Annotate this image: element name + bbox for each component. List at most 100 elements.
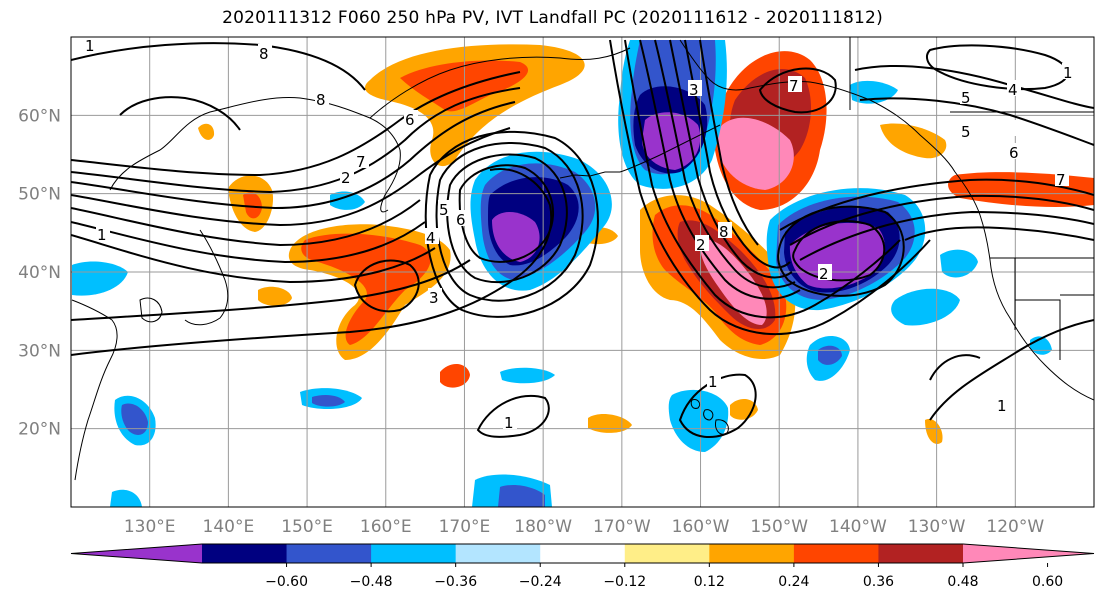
pv-contour (71, 234, 436, 284)
latitude-tick-label: 60°N (18, 106, 61, 126)
colorbar-tick-label: 0.36 (863, 574, 894, 590)
pv-contour (929, 354, 981, 381)
latitude-labels: 20°N 30°N 40°N 50°N 60°N (18, 106, 61, 439)
shade-negative-region (642, 112, 701, 170)
colorbar-outline (70, 543, 1095, 564)
colorbar-swatch (371, 544, 457, 563)
latitude-tick-label: 30°N (18, 341, 61, 361)
shade-positive-region (198, 123, 215, 140)
contour-label: 5 (961, 89, 971, 107)
shading-layer (72, 40, 1094, 507)
contour-label: 8 (259, 45, 269, 63)
shade-positive-region (258, 286, 292, 306)
longitude-tick-label: 130°W (908, 517, 966, 537)
pv-contour (435, 142, 584, 302)
pv-contour-layer (71, 39, 1094, 439)
longitude-tick-label: 160°E (360, 517, 412, 537)
coastline (703, 409, 714, 421)
coastline (369, 47, 631, 119)
colorbar-extend-max (963, 544, 1094, 563)
shade-positive-region (243, 192, 262, 219)
pv-contour (669, 39, 793, 279)
contour-label: 1 (97, 226, 107, 244)
contour-label: 4 (1008, 81, 1018, 99)
pv-contour (854, 65, 1094, 109)
shade-positive-region (440, 364, 470, 388)
political-border (1015, 299, 1061, 360)
colorbar-tick-label: 0.12 (694, 574, 725, 590)
latitude-tick-label: 50°N (18, 185, 61, 205)
coastline (679, 39, 956, 173)
pv-contour (353, 259, 420, 313)
colorbar-swatch (793, 544, 879, 563)
pv-contour (758, 67, 837, 114)
contour-label: 3 (689, 81, 699, 99)
contour-label: 7 (789, 77, 799, 95)
longitude-tick-label: 130°E (124, 517, 176, 537)
pv-contour (458, 164, 555, 263)
shade-negative-region (891, 288, 960, 326)
shade-negative-region (498, 484, 545, 507)
contour-label: 1 (1063, 64, 1073, 82)
longitude-tick-label: 150°W (750, 517, 808, 537)
contour-label: 6 (456, 211, 466, 229)
pv-contour (699, 39, 759, 246)
colorbar-tick-label: −0.48 (350, 574, 393, 590)
colorbar: −0.60 −0.48 −0.36 −0.24 −0.12 0.12 0.24 0.36 0.4… (70, 543, 1095, 590)
colorbar-swatch (202, 544, 288, 563)
longitude-tick-label: 120°W (986, 517, 1044, 537)
grid-layer (71, 37, 1094, 507)
shade-negative-region (330, 191, 365, 210)
colorbar-tick-label: 0.48 (947, 574, 978, 590)
contour-label: 8 (316, 91, 326, 109)
colorbar-tick-label: −0.12 (603, 574, 646, 590)
pv-contour (71, 71, 521, 177)
pv-contour (609, 39, 931, 336)
shade-positive-region (717, 117, 794, 190)
longitude-tick-label: 140°E (203, 517, 255, 537)
colorbar-swatch (624, 544, 710, 563)
longitude-tick-label: 140°W (829, 517, 887, 537)
contour-label: 4 (426, 229, 436, 247)
colorbar-swatch (878, 544, 964, 563)
colorbar-tick-label: 0.24 (778, 574, 809, 590)
pv-contour (859, 97, 1094, 146)
longitude-tick-label: 160°W (672, 517, 730, 537)
shade-negative-region (110, 489, 142, 507)
pv-contour (678, 373, 757, 439)
pv-contour (624, 39, 901, 319)
pv-contour (777, 205, 905, 297)
latitude-tick-label: 20°N (18, 420, 61, 440)
contour-label: 2 (696, 236, 706, 254)
colorbar-swatch (286, 544, 372, 563)
pv-contour (71, 127, 511, 227)
pv-contour (929, 319, 1094, 421)
pv-contour (119, 96, 241, 131)
contour-label: 3 (429, 289, 439, 307)
pv-contour (799, 210, 1094, 261)
shade-positive-region (925, 419, 943, 444)
longitude-tick-label: 150°E (281, 517, 333, 537)
contour-label: 8 (719, 223, 729, 241)
contour-label: 7 (1056, 171, 1066, 189)
pv-contour (71, 199, 421, 247)
pv-contour (476, 394, 550, 438)
contour-label: 1 (504, 414, 514, 432)
contour-label: 6 (405, 111, 415, 129)
contour-label: 1 (997, 397, 1007, 415)
contour-label: 7 (356, 153, 366, 171)
contour-label: 5 (961, 123, 971, 141)
longitude-tick-label: 170°W (593, 517, 651, 537)
contour-label: 2 (819, 265, 829, 283)
latitude-tick-label: 40°N (18, 263, 61, 283)
coastline (690, 399, 701, 409)
contour-label: 5 (439, 201, 449, 219)
colorbar-swatch (540, 544, 626, 563)
shade-positive-region (699, 239, 767, 325)
shade-negative-region (72, 261, 128, 296)
pv-contour (71, 42, 366, 91)
pv-contour (789, 194, 1094, 246)
pv-contour (654, 39, 796, 289)
pv-contour (424, 130, 599, 318)
